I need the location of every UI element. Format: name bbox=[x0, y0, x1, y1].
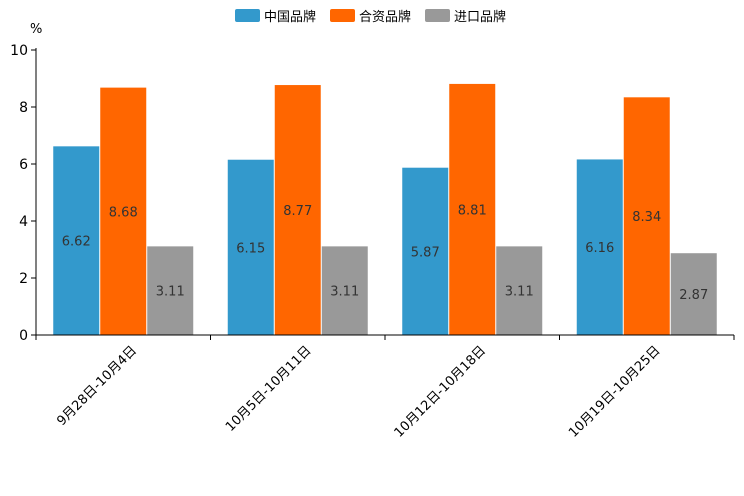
bar-2-0 bbox=[147, 246, 194, 335]
data-label-1-0: 8.68 bbox=[109, 205, 138, 220]
x-category-label: 9月28日-10月4日 bbox=[54, 343, 140, 429]
bar-0-2 bbox=[402, 167, 449, 335]
data-label-0-2: 5.87 bbox=[411, 245, 440, 260]
y-tick-label: 0 bbox=[19, 328, 28, 344]
data-label-2-2: 3.11 bbox=[505, 285, 534, 300]
data-labels: 6.62 8.68 3.11 6.15 8.77 3.11 5.87 8.81 3.11 6.16… bbox=[62, 203, 708, 303]
bar-0-0 bbox=[53, 146, 100, 335]
legend-label-2: 进口品牌 bbox=[454, 9, 506, 25]
data-label-1-2: 8.81 bbox=[458, 203, 487, 218]
bar-0-1 bbox=[227, 159, 274, 335]
bar-2-1 bbox=[321, 246, 368, 335]
y-axis-unit-label: % bbox=[30, 22, 42, 37]
bar-2-3 bbox=[670, 253, 717, 335]
bar-0-3 bbox=[576, 159, 623, 335]
y-tick-label: 4 bbox=[19, 214, 28, 230]
legend-swatch-1 bbox=[330, 9, 355, 22]
y-tick-label: 8 bbox=[19, 100, 28, 116]
y-axis: 0 2 4 6 8 10 bbox=[10, 43, 37, 344]
data-label-2-0: 3.11 bbox=[156, 285, 185, 300]
x-category-label: 10月12日-10月18日 bbox=[392, 343, 489, 440]
x-category-label: 10月5日-10月11日 bbox=[223, 343, 315, 435]
data-label-2-3: 2.87 bbox=[679, 288, 708, 303]
bar-1-1 bbox=[274, 85, 321, 336]
x-axis: 9月28日-10月4日 10月5日-10月11日 10月12日-10月18日 10月1… bbox=[35, 334, 735, 441]
y-tick-label: 6 bbox=[19, 157, 28, 173]
legend: 中国品牌 合资品牌 进口品牌 bbox=[235, 9, 506, 25]
legend-swatch-2 bbox=[425, 9, 450, 22]
data-label-0-0: 6.62 bbox=[62, 235, 91, 250]
data-label-1-3: 8.34 bbox=[632, 210, 661, 225]
bar-1-3 bbox=[623, 97, 670, 335]
legend-swatch-0 bbox=[235, 9, 260, 22]
bar-1-2 bbox=[449, 83, 496, 335]
x-category-label: 10月19日-10月25日 bbox=[566, 343, 663, 440]
data-label-0-3: 6.16 bbox=[585, 241, 614, 256]
y-tick-label: 10 bbox=[10, 43, 28, 59]
legend-label-0: 中国品牌 bbox=[264, 9, 316, 25]
legend-label-1: 合资品牌 bbox=[359, 9, 411, 25]
data-label-0-1: 6.15 bbox=[236, 241, 265, 256]
y-tick-label: 2 bbox=[19, 271, 28, 287]
bar-2-2 bbox=[496, 246, 543, 335]
bar-1-0 bbox=[100, 87, 147, 336]
data-label-2-1: 3.11 bbox=[330, 285, 359, 300]
bars bbox=[53, 83, 717, 336]
data-label-1-1: 8.77 bbox=[283, 204, 312, 219]
